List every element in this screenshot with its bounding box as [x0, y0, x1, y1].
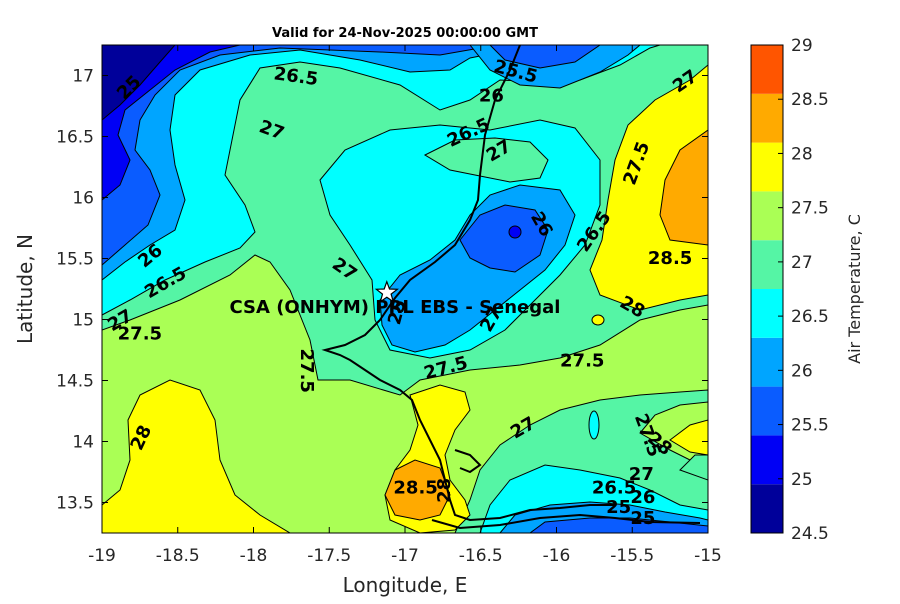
star-icon	[374, 279, 399, 304]
x-tick-label: -16.5	[459, 546, 503, 566]
colorbar-tick-label: 27.5	[791, 199, 829, 219]
y-tick-label: 16.5	[56, 128, 94, 148]
x-tick-label: -17.5	[307, 546, 351, 566]
band-27-island	[423, 137, 549, 183]
x-ticks: -19 -18.5 -18 -17.5 -17 -16.5 -16 -15.5 -15	[88, 45, 722, 566]
y-axis-label: Latitude, N	[13, 234, 37, 344]
band-28.5-coast	[384, 459, 451, 521]
contour-label: 27	[629, 464, 654, 485]
band-28-south	[669, 419, 708, 456]
colorbar-tick-label: 24.5	[791, 524, 829, 544]
chart-title: Valid for 24-Nov-2025 00:00:00 GMT	[272, 26, 538, 41]
y-tick-label: 15.5	[56, 250, 94, 270]
contour-label: 25	[630, 508, 655, 529]
y-tick-label: 14	[72, 433, 94, 453]
station-layer: CSA (ONHYM) PRL EBS - Senegal	[230, 279, 561, 318]
colorbar-swatch	[751, 93, 783, 143]
band-28.5-east	[659, 129, 708, 246]
colorbar-swatch	[751, 45, 783, 94]
y-tick-label: 17	[72, 67, 94, 87]
band-28-sw	[102, 379, 291, 533]
band-24.5-25	[102, 45, 176, 121]
y-tick-label: 13.5	[56, 494, 94, 514]
colorbar: 24.5 25 25.5 26 26.5 27 27.5 28 28.5 29	[750, 36, 829, 544]
colorbar-tick-label: 28.5	[791, 90, 829, 110]
contour-label: 28.5	[648, 248, 692, 269]
contour-label: 26	[479, 86, 504, 107]
colorbar-label: Air Temperature, C	[845, 214, 864, 364]
colorbar-swatch	[751, 289, 783, 338]
x-tick-label: -15.5	[610, 546, 654, 566]
contour-label: 28	[434, 478, 455, 503]
y-tick-label: 16	[72, 189, 94, 209]
colorbar-tick-label: 25.5	[791, 416, 829, 436]
colorbar-frame	[750, 44, 784, 534]
colorbar-tick-label: 28	[791, 144, 813, 164]
contour-label: 25	[606, 497, 631, 518]
x-tick-label: -19	[88, 546, 116, 566]
colorbar-tick-label: 29	[791, 36, 813, 56]
x-tick-label: -17	[391, 546, 419, 566]
x-tick-label: -18	[240, 546, 268, 566]
station-label: CSA (ONHYM) PRL EBS - Senegal	[230, 297, 561, 318]
colorbar-tick-label: 25	[791, 470, 813, 490]
contour-label: 27.5	[560, 350, 604, 371]
y-tick-label: 15	[72, 311, 94, 331]
band-28-east	[589, 64, 708, 311]
colorbar-tick-label: 26.5	[791, 307, 829, 327]
contour-label: 27.5	[118, 324, 162, 345]
x-axis-label: Longitude, E	[343, 573, 468, 597]
x-tick-label: -18.5	[156, 546, 200, 566]
coastline	[321, 45, 701, 530]
contour-label: 28.5	[393, 477, 437, 498]
colorbar-swatch	[751, 142, 783, 192]
colorbar-swatch	[751, 386, 783, 436]
contour-label: 26.5	[592, 477, 636, 498]
colorbar-swatch	[751, 191, 783, 241]
band-25.5-central	[459, 204, 549, 273]
colorbar-swatch	[751, 240, 783, 289]
colorbar-tick-label: 27	[791, 253, 813, 273]
x-tick-label: -16	[543, 546, 571, 566]
contour-label: 27.5	[296, 349, 317, 393]
colorbar-swatch	[751, 337, 783, 387]
contour-label: 26	[630, 487, 655, 508]
y-ticks: 13.5 14 14.5 15 15.5 16 16.5 17	[56, 67, 708, 514]
x-tick-label: -15	[694, 546, 722, 566]
y-tick-label: 14.5	[56, 372, 94, 392]
colorbar-tick-label: 26	[791, 361, 813, 381]
colorbar-swatch	[751, 435, 783, 485]
map-area	[102, 45, 708, 533]
colorbar-swatch	[751, 484, 783, 533]
